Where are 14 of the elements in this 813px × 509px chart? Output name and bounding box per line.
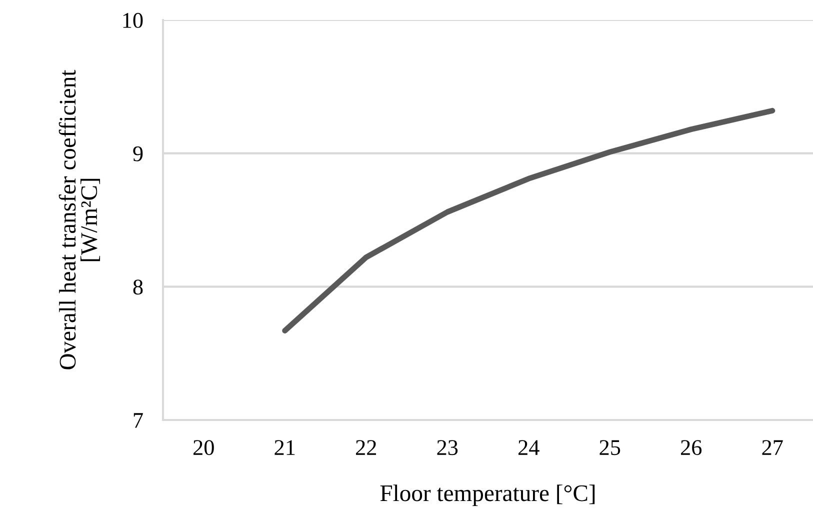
x-tick-label: 21 [274,440,295,455]
x-axis-title: Floor temperature [°C] [380,484,595,506]
y-tick-label: 8 [133,280,143,295]
x-tick-label: 25 [600,440,620,456]
x-tick-label: 23 [437,440,458,456]
x-tick-label: 22 [356,440,376,455]
x-tick-label: 20 [193,440,214,456]
x-tick-label: 27 [762,440,783,455]
y-tick-label: 7 [134,413,143,428]
y-axis-title: Overall heat transfer coefficient [W/m²C] [58,70,100,370]
y-tick-label: 9 [133,146,143,162]
y-tick-label: 10 [123,12,143,28]
x-tick-label: 26 [680,440,702,456]
x-tick-label: 24 [518,440,540,455]
